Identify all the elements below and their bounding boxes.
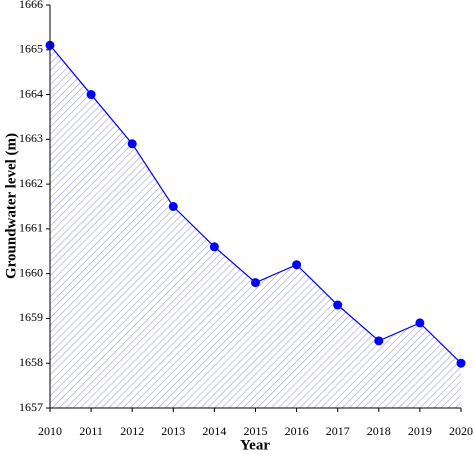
y-tick-label: 1661 — [19, 221, 43, 235]
y-tick-label: 1662 — [19, 176, 43, 190]
marker — [292, 260, 302, 270]
y-tick-label: 1666 — [19, 0, 43, 11]
marker — [168, 202, 178, 211]
x-tick-label: 2020 — [449, 424, 473, 438]
x-tick-label: 2017 — [326, 424, 350, 438]
y-tick-label: 1660 — [19, 265, 43, 279]
y-tick-label: 1665 — [19, 42, 43, 56]
marker — [456, 358, 466, 368]
x-tick-label: 2019 — [408, 424, 432, 438]
marker — [333, 300, 343, 310]
y-tick-label: 1658 — [19, 355, 43, 369]
marker — [86, 90, 96, 100]
x-tick-label: 2016 — [285, 424, 309, 438]
y-tick-label: 1663 — [19, 131, 43, 145]
y-tick-label: 1657 — [19, 400, 43, 414]
x-tick-label: 2013 — [161, 424, 185, 438]
marker — [251, 278, 260, 288]
marker — [127, 139, 137, 149]
y-tick-label: 1659 — [19, 310, 43, 324]
x-tick-label: 2012 — [120, 424, 144, 438]
marker — [374, 336, 384, 346]
x-tick-label: 2014 — [202, 424, 226, 438]
x-tick-label: 2018 — [367, 424, 391, 438]
x-tick-label: 2015 — [244, 424, 268, 438]
x-axis-title: Year — [240, 437, 270, 453]
y-tick-label: 1664 — [19, 86, 43, 100]
y-axis-title: Groundwater level (m) — [3, 133, 19, 279]
x-tick-label: 2011 — [79, 424, 103, 438]
x-tick-label: 2010 — [38, 424, 62, 438]
marker — [209, 242, 219, 252]
marker — [415, 318, 425, 328]
area — [50, 45, 461, 409]
